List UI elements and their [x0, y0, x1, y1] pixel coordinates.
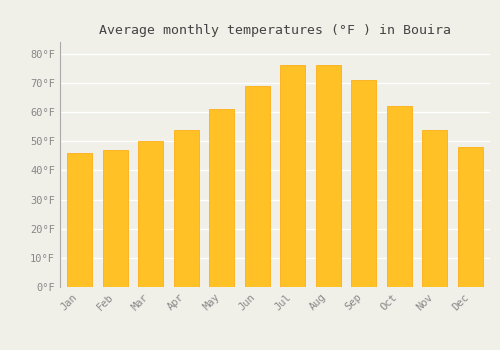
Bar	[387, 106, 412, 287]
Bar	[280, 65, 305, 287]
Bar	[422, 130, 448, 287]
Bar	[174, 130, 199, 287]
Bar	[352, 80, 376, 287]
Bar	[210, 109, 234, 287]
Bar	[67, 153, 92, 287]
Bar	[458, 147, 483, 287]
Bar	[102, 150, 128, 287]
Bar	[316, 65, 340, 287]
Bar	[138, 141, 163, 287]
Bar	[245, 86, 270, 287]
Title: Average monthly temperatures (°F ) in Bouira: Average monthly temperatures (°F ) in Bo…	[99, 24, 451, 37]
